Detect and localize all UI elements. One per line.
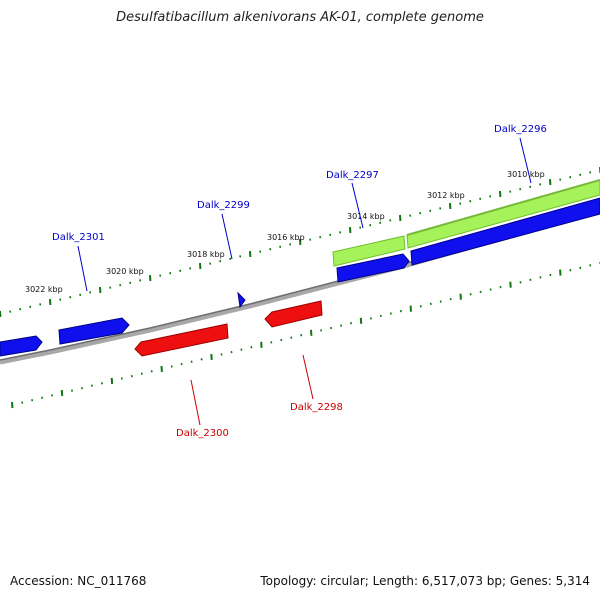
ruler-labels: 3022 kbp 3020 kbp 3018 kbp 3016 kbp 3014 kbp…	[25, 170, 545, 294]
ruler-label: 3014 kbp	[347, 212, 385, 221]
leader-dalk-2296	[519, 137, 532, 184]
leader-dalk-2300	[190, 379, 201, 426]
ruler-label: 3016 kbp	[267, 233, 305, 242]
gene-bar-dalk-2300[interactable]	[134, 323, 229, 357]
ruler-label: 3018 kbp	[187, 250, 225, 259]
outer-tick-track	[0, 167, 600, 318]
gene-bar-dalk-2296[interactable]	[410, 197, 600, 266]
gene-bar-dalk-2299[interactable]	[237, 291, 246, 309]
leader-dalk-2301	[77, 245, 88, 292]
ruler-label: 3012 kbp	[427, 191, 465, 200]
map-title: Desulfatibacillum alkenivorans AK-01, co…	[116, 10, 484, 25]
genome-summary-text: Topology: circular; Length: 6,517,073 bp…	[260, 574, 590, 588]
gene-bar-dalk-2297[interactable]	[336, 253, 410, 283]
leader-dalk-2298	[302, 354, 314, 400]
gene-label-dalk-2296[interactable]: Dalk_2296	[494, 124, 547, 135]
gene-bar-dalk-2301[interactable]	[58, 317, 130, 345]
gene-label-dalk-2299[interactable]: Dalk_2299	[197, 200, 250, 211]
inner-tick-track	[11, 262, 600, 409]
accession-text: Accession: NC_011768	[10, 574, 147, 588]
ruler-label: 3010 kbp	[507, 170, 545, 179]
ruler-label: 3022 kbp	[25, 285, 63, 294]
gene-bar-dalk-2302[interactable]	[0, 335, 43, 357]
gene-label-dalk-2301[interactable]: Dalk_2301	[52, 232, 105, 243]
gene-label-dalk-2298[interactable]: Dalk_2298	[290, 402, 343, 413]
gene-bar-dalk-2298[interactable]	[264, 300, 323, 328]
gene-label-dalk-2297[interactable]: Dalk_2297	[326, 170, 379, 181]
leader-dalk-2299	[221, 213, 233, 260]
gene-label-dalk-2300[interactable]: Dalk_2300	[176, 428, 229, 439]
gene-bar-dalk-2297-highlight[interactable]	[332, 235, 406, 267]
leader-dalk-2297	[351, 182, 364, 229]
ruler-label: 3020 kbp	[106, 267, 144, 276]
highlight-track-edge	[406, 179, 600, 236]
